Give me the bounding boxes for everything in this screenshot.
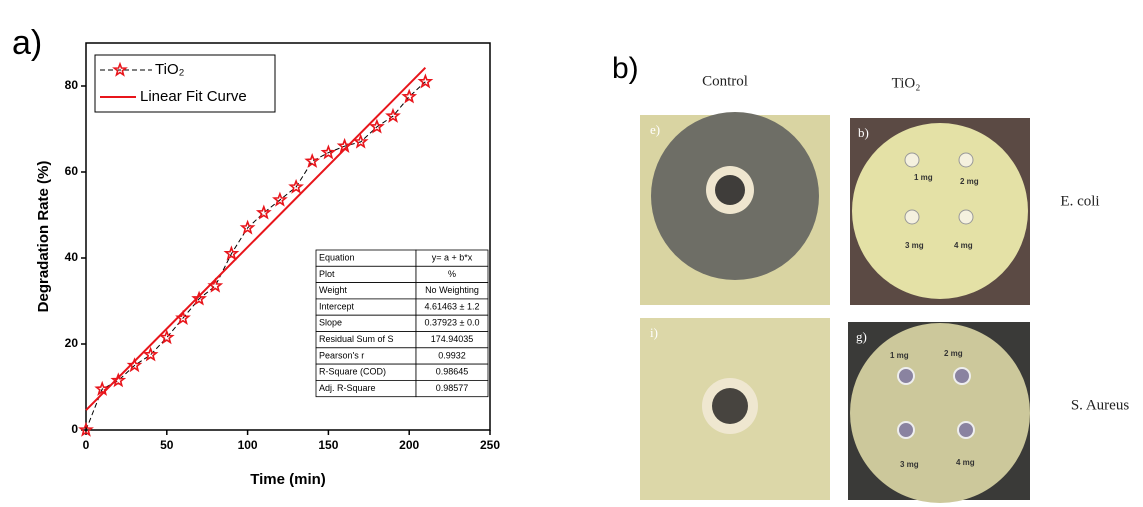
table-key: Equation	[319, 253, 355, 263]
photo-label: g)	[856, 329, 867, 344]
dose-label: 4 mg	[954, 241, 973, 250]
panel-label: b)	[612, 52, 639, 85]
figure: a) b) Control TiO₂ E. coli S. Aureus e) …	[0, 0, 1143, 507]
y-tick-label: 20	[65, 336, 79, 350]
table-value: 0.37923 ± 0.0	[425, 318, 480, 328]
dose-label: 1 mg	[914, 173, 933, 182]
photo-label: i)	[650, 325, 658, 340]
photo-label: e)	[650, 122, 660, 137]
photo: i)	[640, 318, 830, 500]
row-label: E. coli	[1060, 193, 1099, 209]
table-key: Residual Sum of S	[319, 334, 394, 344]
panel-label: a)	[12, 24, 42, 62]
table-value: y= a + b*x	[432, 253, 473, 263]
data-point	[323, 147, 334, 158]
x-tick-label: 0	[83, 438, 90, 452]
table-key: Plot	[319, 269, 335, 279]
dose-label: 1 mg	[890, 351, 909, 360]
dose-label: 3 mg	[905, 241, 924, 250]
data-point	[307, 155, 318, 166]
photo: b) 1 mg 2 mg 3 mg 4 mg	[850, 118, 1030, 305]
table-key: Slope	[319, 318, 342, 328]
dose-label: 4 mg	[956, 458, 975, 467]
table-key: R-Square (COD)	[319, 367, 386, 377]
table-value: %	[448, 269, 456, 279]
y-tick-label: 0	[71, 422, 78, 436]
x-tick-label: 50	[160, 438, 174, 452]
table-key: Intercept	[319, 301, 355, 311]
table-key: Adj. R-Square	[319, 383, 376, 393]
x-tick-label: 200	[399, 438, 419, 452]
column-label: Control	[702, 73, 748, 89]
x-tick-label: 100	[238, 438, 258, 452]
x-tick-label: 150	[318, 438, 338, 452]
x-tick-label: 250	[480, 438, 500, 452]
dose-label: 2 mg	[960, 177, 979, 186]
photo-label: b)	[858, 125, 869, 140]
y-tick-label: 60	[65, 164, 79, 178]
table-key: Weight	[319, 285, 347, 295]
table-value: 0.98645	[436, 367, 469, 377]
y-axis-title: Degradation Rate (%)	[35, 161, 52, 313]
y-tick-label: 80	[65, 78, 79, 92]
photo: e)	[640, 112, 830, 305]
row-label: S. Aureus	[1071, 397, 1130, 413]
column-label: TiO₂	[892, 75, 921, 91]
table-value: 174.94035	[431, 334, 474, 344]
table-value: 0.98577	[436, 383, 469, 393]
x-axis-title: Time (min)	[250, 471, 326, 488]
table-value: 0.9932	[438, 350, 466, 360]
photo: g) 1 mg 2 mg 3 mg 4 mg	[848, 322, 1030, 503]
table-value: 4.61463 ± 1.2	[425, 301, 480, 311]
data-point	[420, 76, 431, 87]
legend-label: TiO₂	[155, 61, 185, 78]
dose-label: 3 mg	[900, 460, 919, 469]
dose-label: 2 mg	[944, 349, 963, 358]
table-key: Pearson's r	[319, 350, 364, 360]
table-value: No Weighting	[425, 285, 479, 295]
y-tick-label: 40	[65, 250, 79, 264]
legend-label: Linear Fit Curve	[140, 88, 247, 105]
